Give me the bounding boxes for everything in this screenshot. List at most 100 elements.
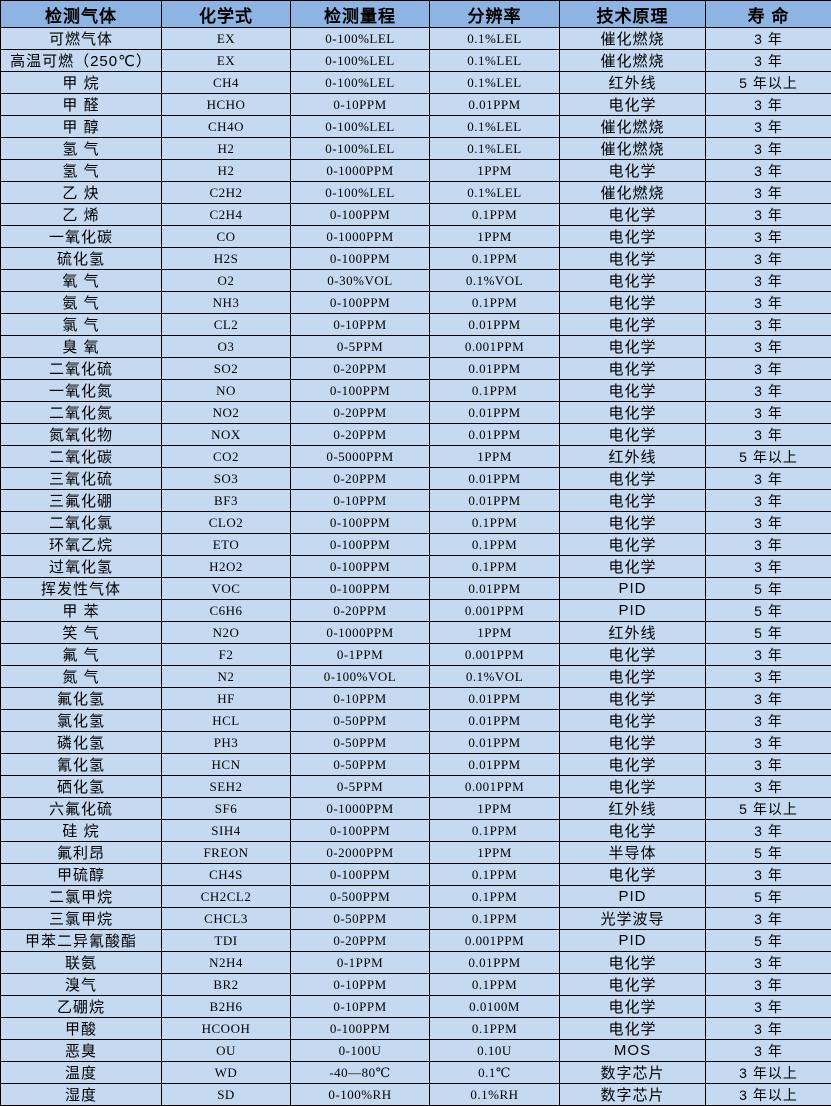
cell-technology: 电化学 — [560, 1018, 706, 1040]
cell-resolution: 1PPM — [430, 226, 560, 248]
cell-gas-name: 氢 气 — [1, 138, 162, 160]
cell-detection-range: 0-50PPM — [291, 732, 430, 754]
cell-resolution: 0.01PPM — [430, 424, 560, 446]
cell-resolution: 1PPM — [430, 160, 560, 182]
cell-resolution: 0.001PPM — [430, 336, 560, 358]
cell-lifespan: 3 年 — [706, 732, 831, 754]
cell-resolution: 0.01PPM — [430, 490, 560, 512]
cell-gas-name: 甲 醛 — [1, 94, 162, 116]
cell-gas-name: 二氧化氮 — [1, 402, 162, 424]
cell-chemical-formula: H2 — [162, 138, 291, 160]
cell-chemical-formula: N2 — [162, 666, 291, 688]
cell-gas-name: 氟 气 — [1, 644, 162, 666]
cell-gas-name: 二氧化碳 — [1, 446, 162, 468]
cell-technology: 电化学 — [560, 226, 706, 248]
cell-gas-name: 挥发性气体 — [1, 578, 162, 600]
cell-gas-name: 乙 炔 — [1, 182, 162, 204]
cell-technology: 电化学 — [560, 996, 706, 1018]
cell-technology: 电化学 — [560, 358, 706, 380]
cell-lifespan: 3 年 — [706, 512, 831, 534]
cell-technology: 电化学 — [560, 754, 706, 776]
cell-detection-range: 0-100PPM — [291, 292, 430, 314]
cell-lifespan: 3 年 — [706, 424, 831, 446]
cell-lifespan: 3 年 — [706, 776, 831, 798]
cell-technology: 电化学 — [560, 864, 706, 886]
cell-chemical-formula: CH4 — [162, 72, 291, 94]
cell-detection-range: 0-50PPM — [291, 754, 430, 776]
cell-detection-range: 0-50PPM — [291, 710, 430, 732]
cell-lifespan: 3 年 — [706, 490, 831, 512]
cell-detection-range: 0-50PPM — [291, 908, 430, 930]
cell-detection-range: 0-20PPM — [291, 358, 430, 380]
cell-gas-name: 氨 气 — [1, 292, 162, 314]
cell-technology: 红外线 — [560, 72, 706, 94]
cell-lifespan: 3 年 — [706, 1018, 831, 1040]
cell-resolution: 0.1PPM — [430, 1018, 560, 1040]
cell-detection-range: 0-100PPM — [291, 534, 430, 556]
cell-detection-range: 0-100%LEL — [291, 50, 430, 72]
cell-lifespan: 3 年 — [706, 1040, 831, 1062]
cell-detection-range: 0-1000PPM — [291, 622, 430, 644]
cell-resolution: 0.01PPM — [430, 952, 560, 974]
cell-chemical-formula: SO2 — [162, 358, 291, 380]
cell-technology: 电化学 — [560, 952, 706, 974]
cell-chemical-formula: HCHO — [162, 94, 291, 116]
cell-lifespan: 3 年 — [706, 248, 831, 270]
cell-detection-range: 0-30%VOL — [291, 270, 430, 292]
cell-lifespan: 3 年 — [706, 666, 831, 688]
cell-technology: 光学波导 — [560, 908, 706, 930]
cell-technology: 数字芯片 — [560, 1084, 706, 1106]
cell-gas-name: 一氧化碳 — [1, 226, 162, 248]
cell-chemical-formula: HCL — [162, 710, 291, 732]
cell-chemical-formula: NOX — [162, 424, 291, 446]
cell-detection-range: 0-20PPM — [291, 424, 430, 446]
cell-resolution: 0.01PPM — [430, 754, 560, 776]
cell-lifespan: 3 年 — [706, 468, 831, 490]
cell-technology: PID — [560, 930, 706, 952]
column-header-chemical-formula: 化学式 — [162, 1, 291, 28]
cell-resolution: 0.1PPM — [430, 248, 560, 270]
cell-resolution: 1PPM — [430, 842, 560, 864]
cell-resolution: 0.1PPM — [430, 886, 560, 908]
cell-technology: 催化燃烧 — [560, 28, 706, 50]
cell-detection-range: 0-100PPM — [291, 1018, 430, 1040]
cell-chemical-formula: O3 — [162, 336, 291, 358]
cell-lifespan: 3 年以上 — [706, 1062, 831, 1084]
cell-chemical-formula: HF — [162, 688, 291, 710]
cell-detection-range: 0-100%RH — [291, 1084, 430, 1106]
cell-resolution: 0.01PPM — [430, 732, 560, 754]
cell-chemical-formula: H2S — [162, 248, 291, 270]
cell-gas-name: 甲酸 — [1, 1018, 162, 1040]
cell-detection-range: 0-10PPM — [291, 974, 430, 996]
cell-chemical-formula: CL2 — [162, 314, 291, 336]
cell-chemical-formula: O2 — [162, 270, 291, 292]
cell-chemical-formula: C2H4 — [162, 204, 291, 226]
cell-technology: 电化学 — [560, 424, 706, 446]
cell-gas-name: 三氧化硫 — [1, 468, 162, 490]
cell-detection-range: 0-100%LEL — [291, 28, 430, 50]
cell-resolution: 0.1PPM — [430, 820, 560, 842]
cell-detection-range: 0-10PPM — [291, 314, 430, 336]
cell-chemical-formula: VOC — [162, 578, 291, 600]
cell-resolution: 0.1%RH — [430, 1084, 560, 1106]
cell-chemical-formula: SD — [162, 1084, 291, 1106]
column-header-gas-name: 检测气体 — [1, 1, 162, 28]
cell-technology: 电化学 — [560, 688, 706, 710]
